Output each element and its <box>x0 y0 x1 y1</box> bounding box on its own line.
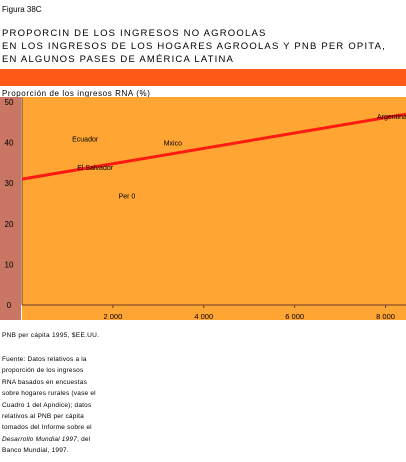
x-tick-label: 8 000 <box>376 312 395 321</box>
left-strip <box>0 97 21 320</box>
x-axis-label: PNB per cápita 1995, $EE.UU. <box>2 332 100 339</box>
y-tick-label: 50 <box>5 98 14 107</box>
source-text: Banco Mundial, 1997. <box>2 447 69 455</box>
y-axis-label: Proporción de los ingresos RNA (%) <box>2 89 151 98</box>
y-tick-label: 40 <box>5 139 14 148</box>
source-line: sobre hogares rurales (vase el <box>2 388 152 399</box>
source-note: Fuente: Datos relativos a la proporción d… <box>2 354 152 457</box>
source-line: proporción de los ingresos <box>2 365 152 376</box>
point-label: Ecuador <box>72 137 99 144</box>
y-tick-label: 30 <box>5 179 14 188</box>
source-text: proporción de los ingresos <box>2 367 84 375</box>
x-tick-label: 6 000 <box>285 312 304 321</box>
title-line-1: PROPORCIN DE LOS INGRESOS NO AGROOLAS <box>2 28 267 39</box>
point-label: Argentina <box>377 114 406 121</box>
source-line: RNA basados en encuestas <box>2 377 152 388</box>
source-text: sobre hogares rurales (vase el <box>2 390 96 398</box>
source-text: , del <box>77 435 91 443</box>
y-tick-label: 0 <box>7 301 12 310</box>
source-text: RNA basados en encuestas <box>2 378 88 386</box>
y-tick-label: 10 <box>5 260 14 269</box>
country-labels: Ecuador El Salvador Per 0 Mxico Argentina <box>72 114 406 200</box>
point-label: Per 0 <box>119 193 136 200</box>
title-line-3: EN ALGUNOS PASES DE AMÉRICA LATINA <box>2 54 235 65</box>
y-tick-group: 0 10 20 30 40 50 <box>5 98 14 310</box>
source-text: Cuadro 1 del Apndice); datos <box>2 401 92 409</box>
source-text: tomados del Informe sobre el <box>2 424 92 432</box>
y-tick-label: 20 <box>5 220 14 229</box>
source-text: relativos al PNB per cápita <box>2 413 84 421</box>
point-label: El Salvador <box>77 165 113 172</box>
plot-background <box>22 97 406 320</box>
figure-title: PROPORCIN DE LOS INGRESOS NO AGROOLAS EN… <box>2 27 404 66</box>
point-label: Mxico <box>164 141 182 148</box>
source-italic-title: Desarrollo Mundial 1997 <box>2 435 78 443</box>
scatter-chart: 0 10 20 30 40 50 2 000 4 000 6 000 8 000 Ecuador… <box>0 97 406 321</box>
source-line: relativos al PNB per cápita <box>2 411 152 422</box>
trend-line <box>21 112 406 181</box>
source-line: Cuadro 1 del Apndice); datos <box>2 400 152 411</box>
source-line: tomados del Informe sobre el <box>2 422 152 433</box>
source-line: Banco Mundial, 1997. <box>2 445 152 456</box>
source-text: Fuente: Datos relativos a la <box>2 356 87 363</box>
x-tick-group: 2 000 4 000 6 000 8 000 <box>103 305 395 321</box>
source-line: Desarrollo Mundial 1997, del <box>2 434 152 445</box>
figure-label: Figura 38C <box>2 5 42 14</box>
x-tick-label: 4 000 <box>194 312 213 321</box>
source-line: Fuente: Datos relativos a la <box>2 354 152 365</box>
title-color-band <box>0 69 406 86</box>
title-line-2: EN LOS INGRESOS DE LOS HOGARES AGROOLAS … <box>2 41 386 52</box>
x-tick-label: 2 000 <box>103 312 122 321</box>
